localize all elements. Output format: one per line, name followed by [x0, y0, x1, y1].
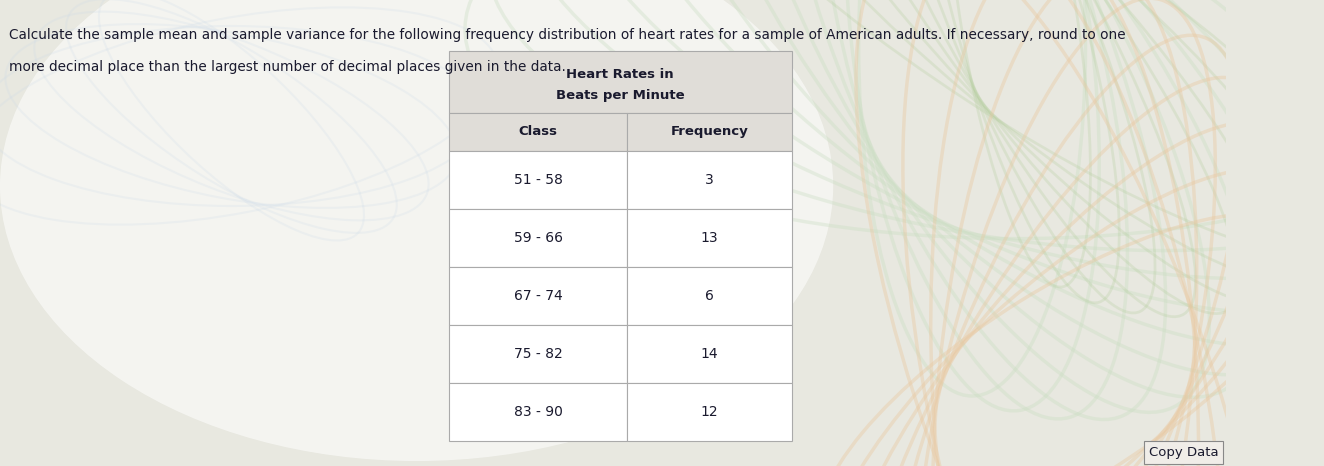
Text: Class: Class	[519, 125, 557, 138]
Bar	[449, 51, 792, 113]
Bar	[628, 209, 792, 267]
Text: 83 - 90: 83 - 90	[514, 405, 563, 419]
Text: 13: 13	[700, 231, 718, 245]
Bar	[628, 325, 792, 383]
Ellipse shape	[0, 0, 833, 461]
Bar	[449, 209, 628, 267]
Text: Heart Rates in: Heart Rates in	[567, 68, 674, 81]
Text: 6: 6	[704, 289, 714, 303]
Bar	[449, 325, 628, 383]
Bar	[628, 267, 792, 325]
Text: 51 - 58: 51 - 58	[514, 173, 563, 187]
Bar	[449, 151, 628, 209]
Bar	[449, 267, 628, 325]
Text: 12: 12	[700, 405, 718, 419]
Bar	[628, 113, 792, 151]
Bar	[449, 113, 628, 151]
Text: Copy Data: Copy Data	[1149, 446, 1218, 459]
Text: 3: 3	[704, 173, 714, 187]
Text: 14: 14	[700, 347, 718, 361]
Bar	[628, 383, 792, 441]
Text: 67 - 74: 67 - 74	[514, 289, 563, 303]
Text: Frequency: Frequency	[670, 125, 748, 138]
Bar	[449, 383, 628, 441]
Text: more decimal place than the largest number of decimal places given in the data.: more decimal place than the largest numb…	[9, 60, 567, 74]
Text: 59 - 66: 59 - 66	[514, 231, 563, 245]
Text: 75 - 82: 75 - 82	[514, 347, 563, 361]
Text: Beats per Minute: Beats per Minute	[556, 89, 685, 102]
Text: Calculate the sample mean and sample variance for the following frequency distri: Calculate the sample mean and sample var…	[9, 28, 1125, 42]
Bar	[628, 151, 792, 209]
